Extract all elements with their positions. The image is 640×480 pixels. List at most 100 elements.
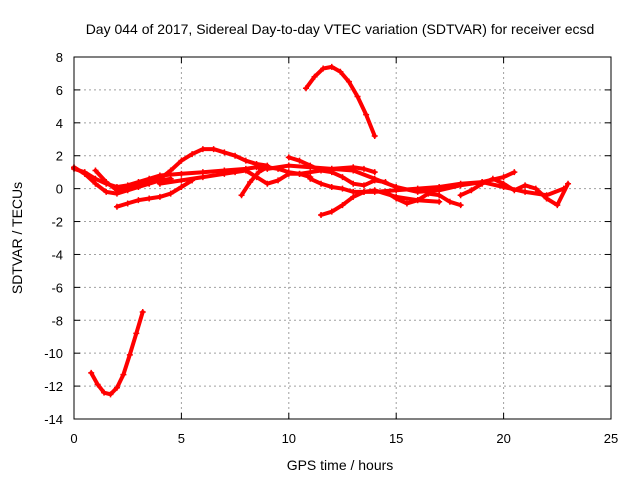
grid [74, 57, 611, 419]
data-point [339, 202, 346, 209]
y-axis-label: SDTVAR / TECUs [9, 182, 25, 294]
data-point [436, 192, 443, 199]
data-point [318, 211, 325, 218]
data-point [178, 177, 185, 184]
y-tick-label: 2 [56, 149, 63, 164]
data-point [113, 384, 120, 391]
data-point [189, 151, 196, 158]
series-arc-b [71, 164, 174, 197]
x-tick-label: 5 [178, 431, 185, 446]
data-point [318, 167, 325, 174]
x-tick-label: 0 [70, 431, 77, 446]
data-point [296, 170, 303, 177]
data-point [156, 193, 163, 200]
data-point [264, 164, 271, 171]
data-point [328, 183, 335, 190]
axes: 0 5 10 15 20 25 -14 -12 -10 -8 -6 -4 -2 0 2 4 6 8 [44, 50, 618, 446]
data-point [92, 167, 99, 174]
data-point [360, 188, 367, 195]
data-point [318, 180, 325, 187]
data-point [232, 169, 239, 176]
data-point [479, 180, 486, 187]
data-point [360, 165, 367, 172]
data-point [242, 157, 249, 164]
x-tick-label: 25 [604, 431, 618, 446]
series-arc-n [88, 309, 146, 398]
data-point [436, 198, 443, 205]
data-point [275, 177, 282, 184]
data-point [307, 169, 314, 176]
data-point [285, 154, 292, 161]
data-point [328, 208, 335, 215]
x-tick-label: 10 [282, 431, 296, 446]
data-point [360, 182, 367, 189]
series-line [308, 176, 442, 204]
data-point [101, 389, 108, 396]
data-point [403, 200, 410, 207]
data-point [178, 170, 185, 177]
series-arc-d [113, 177, 196, 210]
data-point [307, 162, 314, 169]
y-tick-label: -14 [44, 412, 63, 427]
data-point [425, 190, 432, 197]
data-point [178, 183, 185, 190]
data-point [328, 63, 335, 70]
data-point [311, 73, 318, 80]
data-point [363, 111, 370, 118]
data-point [285, 162, 292, 169]
data-point [92, 180, 99, 187]
data-point [232, 152, 239, 159]
data-point [350, 164, 357, 171]
data-point [320, 65, 327, 72]
data-point [489, 175, 496, 182]
data-point [285, 169, 292, 176]
plot-frame [73, 56, 612, 420]
data-point [126, 351, 133, 358]
data-point [296, 157, 303, 164]
data-point [199, 146, 206, 153]
data-point [393, 195, 400, 202]
data-point [345, 78, 352, 85]
data-point [255, 169, 262, 176]
y-tick-label: -6 [51, 280, 63, 295]
y-tick-label: -2 [51, 215, 63, 230]
data-point [339, 185, 346, 192]
data-point [371, 132, 378, 139]
data-point [94, 381, 101, 388]
data-point [264, 180, 271, 187]
series-layer [71, 63, 572, 398]
data-point [414, 185, 421, 192]
data-point [532, 185, 539, 192]
series-line [72, 165, 173, 196]
data-point [307, 175, 314, 182]
data-point [124, 200, 131, 207]
data-point [382, 188, 389, 195]
data-point [156, 180, 163, 187]
data-point [565, 180, 572, 187]
data-point [328, 169, 335, 176]
series-line [286, 155, 388, 188]
data-point [210, 146, 217, 153]
data-point [133, 330, 140, 337]
data-point [371, 188, 378, 195]
data-point [113, 187, 120, 194]
data-point [522, 182, 529, 189]
series-arc-l [457, 175, 572, 209]
series-arc-h [285, 154, 389, 189]
series-line [383, 189, 463, 208]
data-point [446, 198, 453, 205]
data-point [103, 179, 110, 186]
data-point [393, 187, 400, 194]
y-tick-label: 8 [56, 50, 63, 65]
data-point [199, 174, 206, 181]
data-point [337, 68, 344, 75]
data-point [124, 185, 131, 192]
data-point [302, 85, 309, 92]
data-point [500, 180, 507, 187]
data-point [221, 149, 228, 156]
data-point [167, 167, 174, 174]
data-point [253, 160, 260, 167]
data-point [457, 180, 464, 187]
x-tick-label: 20 [496, 431, 510, 446]
